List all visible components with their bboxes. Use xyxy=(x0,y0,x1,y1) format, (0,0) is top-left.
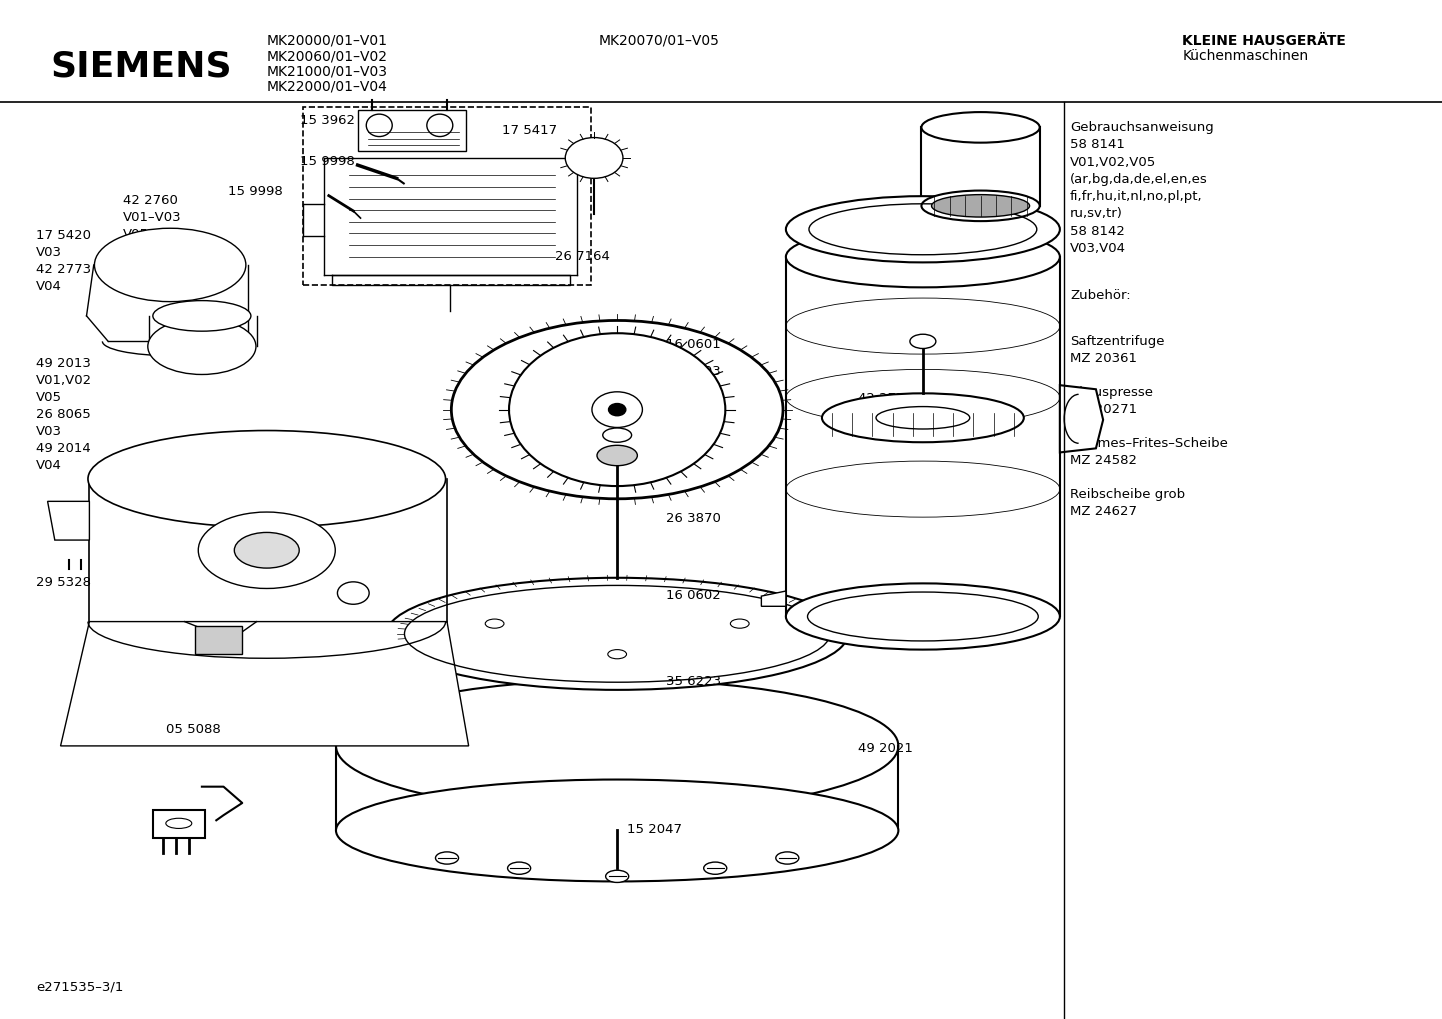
Ellipse shape xyxy=(435,852,459,864)
Text: 29 5328: 29 5328 xyxy=(36,576,91,589)
Text: Saftzentrifuge: Saftzentrifuge xyxy=(1070,335,1165,347)
Text: Pommes–Frites–Scheibe: Pommes–Frites–Scheibe xyxy=(1070,437,1229,449)
Bar xyxy=(195,626,242,654)
Circle shape xyxy=(565,138,623,178)
Ellipse shape xyxy=(609,404,626,416)
Ellipse shape xyxy=(704,862,727,874)
Ellipse shape xyxy=(485,619,505,628)
Text: 15 9998: 15 9998 xyxy=(228,185,283,199)
Text: Gebrauchsanweisung: Gebrauchsanweisung xyxy=(1070,121,1214,133)
Polygon shape xyxy=(761,591,786,606)
Text: 16 0603: 16 0603 xyxy=(666,365,721,378)
Polygon shape xyxy=(48,501,89,540)
Ellipse shape xyxy=(336,680,898,812)
Ellipse shape xyxy=(921,112,1040,143)
Text: e271535–3/1: e271535–3/1 xyxy=(36,980,124,994)
Text: fi,fr,hu,it,nl,no,pl,pt,: fi,fr,hu,it,nl,no,pl,pt, xyxy=(1070,191,1203,203)
Text: MZ 20361: MZ 20361 xyxy=(1070,353,1136,365)
Ellipse shape xyxy=(786,226,1060,287)
Circle shape xyxy=(509,333,725,486)
Ellipse shape xyxy=(508,862,531,874)
Text: 15 9998: 15 9998 xyxy=(300,155,355,168)
Text: 58 8141: 58 8141 xyxy=(1070,139,1125,151)
Text: MZ 24627: MZ 24627 xyxy=(1070,505,1136,518)
Text: 15 3962: 15 3962 xyxy=(300,114,355,127)
Ellipse shape xyxy=(606,870,629,882)
Text: 42 2760
V01–V03
V05
42 2759
V04: 42 2760 V01–V03 V05 42 2759 V04 xyxy=(123,194,182,274)
Ellipse shape xyxy=(337,582,369,604)
Text: (ar,bg,da,de,el,en,es: (ar,bg,da,de,el,en,es xyxy=(1070,173,1208,185)
Text: 26 3870: 26 3870 xyxy=(666,512,721,525)
Polygon shape xyxy=(61,622,469,746)
Text: 17 5420
V03
42 2773
V04: 17 5420 V03 42 2773 V04 xyxy=(36,229,91,293)
Ellipse shape xyxy=(822,393,1024,442)
Ellipse shape xyxy=(932,195,1030,217)
Ellipse shape xyxy=(910,334,936,348)
Text: Reibscheibe grob: Reibscheibe grob xyxy=(1070,488,1185,500)
Ellipse shape xyxy=(597,445,637,466)
Ellipse shape xyxy=(94,228,245,302)
Ellipse shape xyxy=(198,513,335,589)
Text: 15 2047: 15 2047 xyxy=(627,823,682,837)
Text: 35 6223: 35 6223 xyxy=(666,675,721,688)
Ellipse shape xyxy=(386,578,848,690)
Ellipse shape xyxy=(336,780,898,881)
Text: MK22000/01–V04: MK22000/01–V04 xyxy=(267,79,388,94)
Ellipse shape xyxy=(427,114,453,137)
Ellipse shape xyxy=(88,430,446,528)
Text: MK20070/01–V05: MK20070/01–V05 xyxy=(598,34,720,48)
Ellipse shape xyxy=(234,532,300,569)
Text: V01,V02,V05: V01,V02,V05 xyxy=(1070,156,1156,168)
Text: MZ 20271: MZ 20271 xyxy=(1070,404,1138,416)
Text: 05 5088: 05 5088 xyxy=(166,723,221,737)
Text: KLEINE HAUSGERÄTE: KLEINE HAUSGERÄTE xyxy=(1182,34,1347,48)
Text: Zubehör:: Zubehör: xyxy=(1070,289,1131,302)
Text: MK21000/01–V03: MK21000/01–V03 xyxy=(267,64,388,78)
Ellipse shape xyxy=(366,114,392,137)
Text: SIEMENS: SIEMENS xyxy=(50,49,232,84)
Ellipse shape xyxy=(875,407,969,429)
Text: 42 2778: 42 2778 xyxy=(877,216,932,229)
Ellipse shape xyxy=(730,619,750,628)
Text: V03,V04: V03,V04 xyxy=(1070,243,1126,255)
Text: ru,sv,tr): ru,sv,tr) xyxy=(1070,208,1123,220)
Text: 26 7164: 26 7164 xyxy=(555,250,610,263)
Bar xyxy=(303,107,591,285)
Text: MZ 24582: MZ 24582 xyxy=(1070,454,1136,467)
Text: 16 0601: 16 0601 xyxy=(666,338,721,352)
Text: MK20000/01–V01: MK20000/01–V01 xyxy=(267,34,388,48)
Text: MK20060/01–V02: MK20060/01–V02 xyxy=(267,49,388,63)
Ellipse shape xyxy=(786,197,1060,262)
Text: 49 2021: 49 2021 xyxy=(858,742,913,755)
Ellipse shape xyxy=(149,318,257,375)
Text: 58 8142: 58 8142 xyxy=(1070,225,1125,237)
Ellipse shape xyxy=(921,191,1040,221)
Text: 49 2013
V01,V02
V05
26 8065
V03
49 2014
V04: 49 2013 V01,V02 V05 26 8065 V03 49 2014 … xyxy=(36,357,92,472)
Polygon shape xyxy=(1060,385,1103,452)
Ellipse shape xyxy=(786,583,1060,650)
Ellipse shape xyxy=(776,852,799,864)
Text: Küchenmaschinen: Küchenmaschinen xyxy=(1182,49,1308,63)
Bar xyxy=(358,110,466,151)
Ellipse shape xyxy=(603,428,632,442)
Text: 42 2774: 42 2774 xyxy=(858,392,913,406)
Ellipse shape xyxy=(153,301,251,331)
Text: 17 5417: 17 5417 xyxy=(502,124,557,138)
Ellipse shape xyxy=(609,650,627,659)
Text: 16 0613: 16 0613 xyxy=(199,461,254,474)
Text: Zitruspresse: Zitruspresse xyxy=(1070,386,1154,398)
Polygon shape xyxy=(153,810,205,838)
Text: 16 0602: 16 0602 xyxy=(666,589,721,602)
